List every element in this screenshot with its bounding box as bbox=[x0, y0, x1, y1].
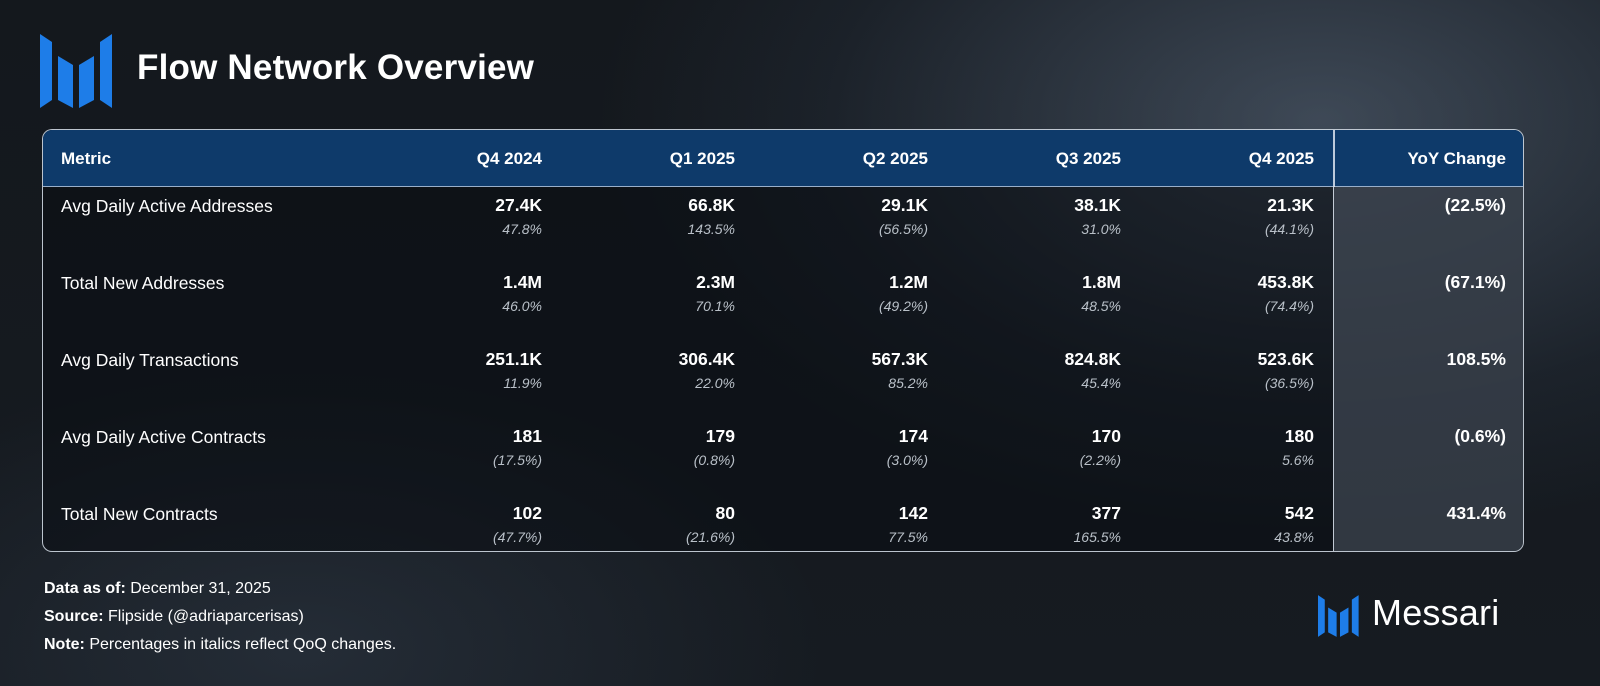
messari-logo-icon bbox=[1318, 595, 1359, 637]
qoq-cell: (0.8%) bbox=[693, 452, 735, 468]
value-cell: 80 bbox=[715, 503, 735, 523]
value-cell: 181 bbox=[512, 426, 542, 446]
metric-label: Avg Daily Active Contracts bbox=[61, 427, 266, 447]
value-cell: 542 bbox=[1284, 503, 1314, 523]
qoq-cell: 165.5% bbox=[1073, 529, 1121, 545]
value-cell: 21.3K bbox=[1267, 195, 1314, 215]
metric-label: Total New Addresses bbox=[61, 273, 225, 293]
qoq-cell: (17.5%) bbox=[492, 452, 542, 468]
qoq-cell: (47.7%) bbox=[492, 529, 542, 545]
column-header-q3-2025: Q3 2025 bbox=[1055, 149, 1121, 168]
metric-label: Avg Daily Transactions bbox=[61, 350, 239, 370]
value-cell: 38.1K bbox=[1074, 195, 1121, 215]
qoq-cell: 5.6% bbox=[1282, 452, 1314, 468]
yoy-column-background bbox=[1333, 187, 1523, 551]
messari-logo-icon bbox=[40, 34, 112, 108]
column-header-q2-2025: Q2 2025 bbox=[862, 149, 928, 168]
value-cell: 27.4K bbox=[495, 195, 542, 215]
metric-label: Avg Daily Active Addresses bbox=[61, 196, 273, 216]
value-cell: 251.1K bbox=[485, 349, 542, 369]
value-cell: 377 bbox=[1091, 503, 1121, 523]
value-cell: 179 bbox=[705, 426, 735, 446]
brand-name: Messari bbox=[1372, 592, 1500, 633]
table-row: Avg Daily Active Contracts 181 (17.5%) 1… bbox=[43, 418, 1523, 495]
qoq-cell: 11.9% bbox=[503, 375, 542, 391]
value-cell: 142 bbox=[898, 503, 928, 523]
value-cell: 567.3K bbox=[871, 349, 928, 369]
metrics-table: Metric Q4 2024 Q1 2025 Q2 2025 Q3 2025 Q… bbox=[42, 129, 1524, 552]
qoq-cell: 70.1% bbox=[695, 298, 735, 314]
source-line: Source: Flipside (@adriaparcerisas) bbox=[44, 603, 396, 631]
table-row: Avg Daily Transactions 251.1K 11.9% 306.… bbox=[43, 341, 1523, 418]
value-cell: 523.6K bbox=[1257, 349, 1314, 369]
yoy-cell: (22.5%) bbox=[1444, 195, 1506, 215]
note-value: Percentages in italics reflect QoQ chang… bbox=[84, 636, 397, 653]
qoq-cell: 31.0% bbox=[1081, 221, 1121, 237]
note-line: Note: Percentages in italics reflect QoQ… bbox=[44, 631, 396, 659]
value-cell: 174 bbox=[898, 426, 928, 446]
table-row: Avg Daily Active Addresses 27.4K 47.8% 6… bbox=[43, 187, 1523, 264]
qoq-cell: (3.0%) bbox=[886, 452, 928, 468]
yoy-cell: 431.4% bbox=[1446, 503, 1506, 523]
value-cell: 1.2M bbox=[889, 272, 928, 292]
qoq-cell: (56.5%) bbox=[878, 221, 928, 237]
column-header-q1-2025: Q1 2025 bbox=[669, 149, 735, 168]
note-label: Note: bbox=[44, 636, 85, 653]
column-header-metric: Metric bbox=[61, 149, 112, 168]
qoq-cell: (2.2%) bbox=[1079, 452, 1121, 468]
qoq-cell: (36.5%) bbox=[1264, 375, 1314, 391]
value-cell: 306.4K bbox=[678, 349, 735, 369]
yoy-cell: (0.6%) bbox=[1454, 426, 1506, 446]
yoy-cell: (67.1%) bbox=[1444, 272, 1506, 292]
value-cell: 180 bbox=[1284, 426, 1314, 446]
yoy-cell: 108.5% bbox=[1446, 349, 1506, 369]
metric-label: Total New Contracts bbox=[61, 504, 218, 524]
value-cell: 824.8K bbox=[1064, 349, 1121, 369]
qoq-cell: (49.2%) bbox=[878, 298, 928, 314]
column-header-yoy-change: YoY Change bbox=[1407, 149, 1506, 168]
footer-notes: Data as of: December 31, 2025 Source: Fl… bbox=[44, 575, 396, 659]
qoq-cell: (21.6%) bbox=[685, 529, 735, 545]
value-cell: 453.8K bbox=[1257, 272, 1314, 292]
qoq-cell: 85.2% bbox=[888, 375, 928, 391]
data-as-of-line: Data as of: December 31, 2025 bbox=[44, 575, 396, 603]
qoq-cell: 47.8% bbox=[502, 221, 542, 237]
value-cell: 66.8K bbox=[688, 195, 735, 215]
qoq-cell: 43.8% bbox=[1274, 529, 1314, 545]
qoq-cell: 45.4% bbox=[1081, 375, 1121, 391]
table-row: Total New Contracts 102 (47.7%) 80 (21.6… bbox=[43, 495, 1523, 551]
table-row: Total New Addresses 1.4M 46.0% 2.3M 70.1… bbox=[43, 264, 1523, 341]
data-as-of-value: December 31, 2025 bbox=[125, 580, 271, 597]
value-cell: 29.1K bbox=[881, 195, 928, 215]
page-title: Flow Network Overview bbox=[137, 48, 535, 87]
source-value: Flipside (@adriaparcerisas) bbox=[103, 608, 304, 625]
qoq-cell: (74.4%) bbox=[1264, 298, 1314, 314]
yoy-header-divider bbox=[1333, 130, 1335, 187]
value-cell: 170 bbox=[1091, 426, 1121, 446]
column-header-q4-2025: Q4 2025 bbox=[1248, 149, 1314, 168]
brand-logo: Messari bbox=[1318, 592, 1528, 638]
qoq-cell: 22.0% bbox=[695, 375, 735, 391]
qoq-cell: (44.1%) bbox=[1264, 221, 1314, 237]
qoq-cell: 46.0% bbox=[502, 298, 542, 314]
value-cell: 1.4M bbox=[503, 272, 542, 292]
qoq-cell: 143.5% bbox=[687, 221, 735, 237]
data-as-of-label: Data as of: bbox=[44, 580, 126, 597]
qoq-cell: 48.5% bbox=[1081, 298, 1121, 314]
source-label: Source: bbox=[44, 608, 104, 625]
value-cell: 102 bbox=[512, 503, 542, 523]
qoq-cell: 77.5% bbox=[888, 529, 928, 545]
column-header-q4-2024: Q4 2024 bbox=[476, 149, 542, 168]
table-header-row: Metric Q4 2024 Q1 2025 Q2 2025 Q3 2025 Q… bbox=[43, 130, 1523, 187]
value-cell: 2.3M bbox=[696, 272, 735, 292]
value-cell: 1.8M bbox=[1082, 272, 1121, 292]
